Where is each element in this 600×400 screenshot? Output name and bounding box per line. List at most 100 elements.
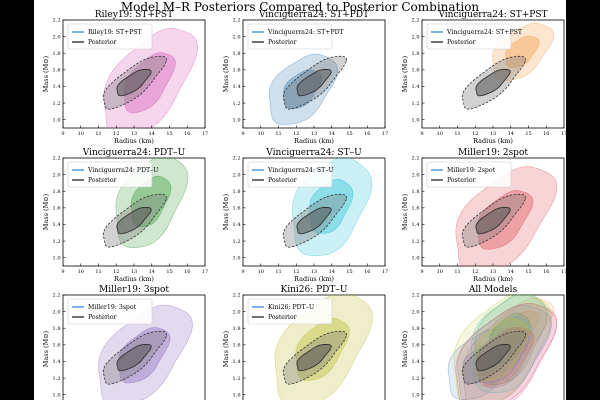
x-tick-label: 12 xyxy=(472,269,478,275)
y-tick-label: 1.2 xyxy=(53,101,61,107)
y-tick-label: 1.8 xyxy=(233,189,241,195)
y-tick-label: 1.6 xyxy=(53,343,61,349)
left-border xyxy=(0,0,34,400)
y-axis-label: Mass (M⊙) xyxy=(401,193,409,230)
y-tick-label: 1.6 xyxy=(53,206,61,212)
y-tick-label: 1.8 xyxy=(412,189,420,195)
x-tick-label: 11 xyxy=(454,269,460,275)
x-tick-label: 13 xyxy=(131,269,137,275)
y-tick-label: 1.2 xyxy=(53,376,61,382)
legend-box xyxy=(67,23,153,50)
y-axis-label: Mass (M⊙) xyxy=(42,330,50,367)
y-tick-label: 2.2 xyxy=(53,18,61,24)
model-contour-68 xyxy=(123,52,176,114)
y-tick-label: 1.8 xyxy=(412,51,420,57)
y-tick-label: 1.8 xyxy=(53,326,61,332)
x-tick-label: 9 xyxy=(241,269,244,275)
x-tick-label: 15 xyxy=(346,269,352,275)
x-tick-label: 11 xyxy=(275,269,281,275)
x-axis-label: Radius (km) xyxy=(473,275,513,283)
x-axis-label: Radius (km) xyxy=(473,137,513,145)
x-tick-label: 14 xyxy=(149,269,155,275)
x-tick-label: 17 xyxy=(561,131,566,137)
x-tick-label: 16 xyxy=(543,131,549,137)
y-tick-label: 2.2 xyxy=(233,293,241,299)
x-tick-label: 17 xyxy=(561,269,566,275)
x-axis-label: Radius (km) xyxy=(114,137,154,145)
y-tick-label: 1.8 xyxy=(53,189,61,195)
x-tick-label: 10 xyxy=(78,131,84,137)
x-tick-label: 16 xyxy=(184,131,190,137)
x-tick-label: 10 xyxy=(78,269,84,275)
subplot-title: Miller19: 3spot xyxy=(99,285,169,295)
y-tick-label: 1.4 xyxy=(233,359,241,365)
x-axis-label: Radius (km) xyxy=(294,275,334,283)
legend: Kini26: PDT–U Posterior xyxy=(247,298,333,325)
x-axis-label: Radius (km) xyxy=(294,137,334,145)
y-tick-label: 2.2 xyxy=(53,293,61,299)
x-tick-label: 17 xyxy=(382,131,388,137)
x-tick-label: 11 xyxy=(454,131,460,137)
subplot: Riley19: ST+PST 9 10 11 12 13 14 15 16 17 1.0 1.2 1.… xyxy=(42,10,208,145)
x-tick-label: 17 xyxy=(382,269,388,275)
subplot-title: Miller19: 2spot xyxy=(458,148,528,158)
y-tick-label: 2.2 xyxy=(412,18,420,24)
plot-grid: Riley19: ST+PST 9 10 11 12 13 14 15 16 17 1.0 1.2 1.… xyxy=(42,10,566,400)
legend-label: Posterior xyxy=(88,177,117,184)
y-tick-label: 1.4 xyxy=(412,222,420,228)
x-axis-label: Radius (km) xyxy=(114,275,154,283)
subplot-title: Vinciguerra24: ST–U xyxy=(265,148,362,158)
legend-label: Posterior xyxy=(268,314,297,321)
posterior-contour-68 xyxy=(116,343,152,372)
y-tick-label: 2.0 xyxy=(53,309,61,315)
x-tick-label: 17 xyxy=(202,269,208,275)
model-contour-68 xyxy=(505,310,540,343)
x-tick-label: 16 xyxy=(543,269,549,275)
y-tick-label: 1.0 xyxy=(233,117,241,123)
posterior-contour-68 xyxy=(296,206,332,235)
x-tick-label: 15 xyxy=(166,131,172,137)
y-tick-label: 2.2 xyxy=(233,156,241,162)
legend-label: Vinciguerra24: ST+PDT xyxy=(267,29,345,36)
y-axis-label: Mass (M⊙) xyxy=(401,330,409,367)
x-tick-label: 17 xyxy=(202,131,208,137)
subplot-title: Vinciguerra24: PDT–U xyxy=(82,148,186,158)
x-tick-label: 14 xyxy=(508,269,514,275)
x-tick-label: 12 xyxy=(293,269,299,275)
x-tick-label: 12 xyxy=(293,131,299,137)
legend-label: Miller19: 3spot xyxy=(88,304,137,311)
y-tick-label: 1.6 xyxy=(233,206,241,212)
y-tick-label: 2.2 xyxy=(233,18,241,24)
y-tick-label: 2.0 xyxy=(233,172,241,178)
x-tick-label: 9 xyxy=(61,269,64,275)
legend: Miller19: 3spot Posterior xyxy=(67,298,153,325)
y-tick-label: 2.2 xyxy=(53,156,61,162)
legend-label: Posterior xyxy=(88,39,117,46)
x-tick-label: 9 xyxy=(420,131,423,137)
x-tick-label: 13 xyxy=(490,131,496,137)
subplot: Vinciguerra24: PDT–U 9 10 11 12 13 14 15 16 17 1.0… xyxy=(42,148,208,283)
y-tick-label: 1.8 xyxy=(53,51,61,57)
legend-label: Vinciguerra24: PDT–U xyxy=(87,167,158,174)
legend: Miller19: 2spot Posterior xyxy=(426,161,512,188)
y-tick-label: 1.4 xyxy=(53,222,61,228)
y-tick-label: 2.0 xyxy=(412,309,420,315)
posterior-contour-68 xyxy=(475,343,511,372)
y-tick-label: 2.0 xyxy=(412,172,420,178)
subplot-title: Vinciguerra24: ST+PDT xyxy=(258,10,369,20)
y-tick-label: 1.2 xyxy=(233,376,241,382)
y-tick-label: 1.2 xyxy=(412,101,420,107)
x-tick-label: 10 xyxy=(258,269,264,275)
y-tick-label: 1.2 xyxy=(412,376,420,382)
y-axis-label: Mass (M⊙) xyxy=(222,330,230,367)
x-tick-label: 16 xyxy=(364,269,370,275)
y-tick-label: 1.2 xyxy=(53,239,61,245)
legend-label: Vinciguerra24: ST–U xyxy=(267,167,334,174)
legend-label: Posterior xyxy=(447,177,476,184)
y-tick-label: 1.0 xyxy=(412,392,420,398)
subplot-title: Vinciguerra24: ST+PST xyxy=(437,10,547,20)
x-tick-label: 13 xyxy=(490,269,496,275)
x-tick-label: 10 xyxy=(437,269,443,275)
legend-box xyxy=(247,298,333,325)
y-tick-label: 2.0 xyxy=(53,172,61,178)
